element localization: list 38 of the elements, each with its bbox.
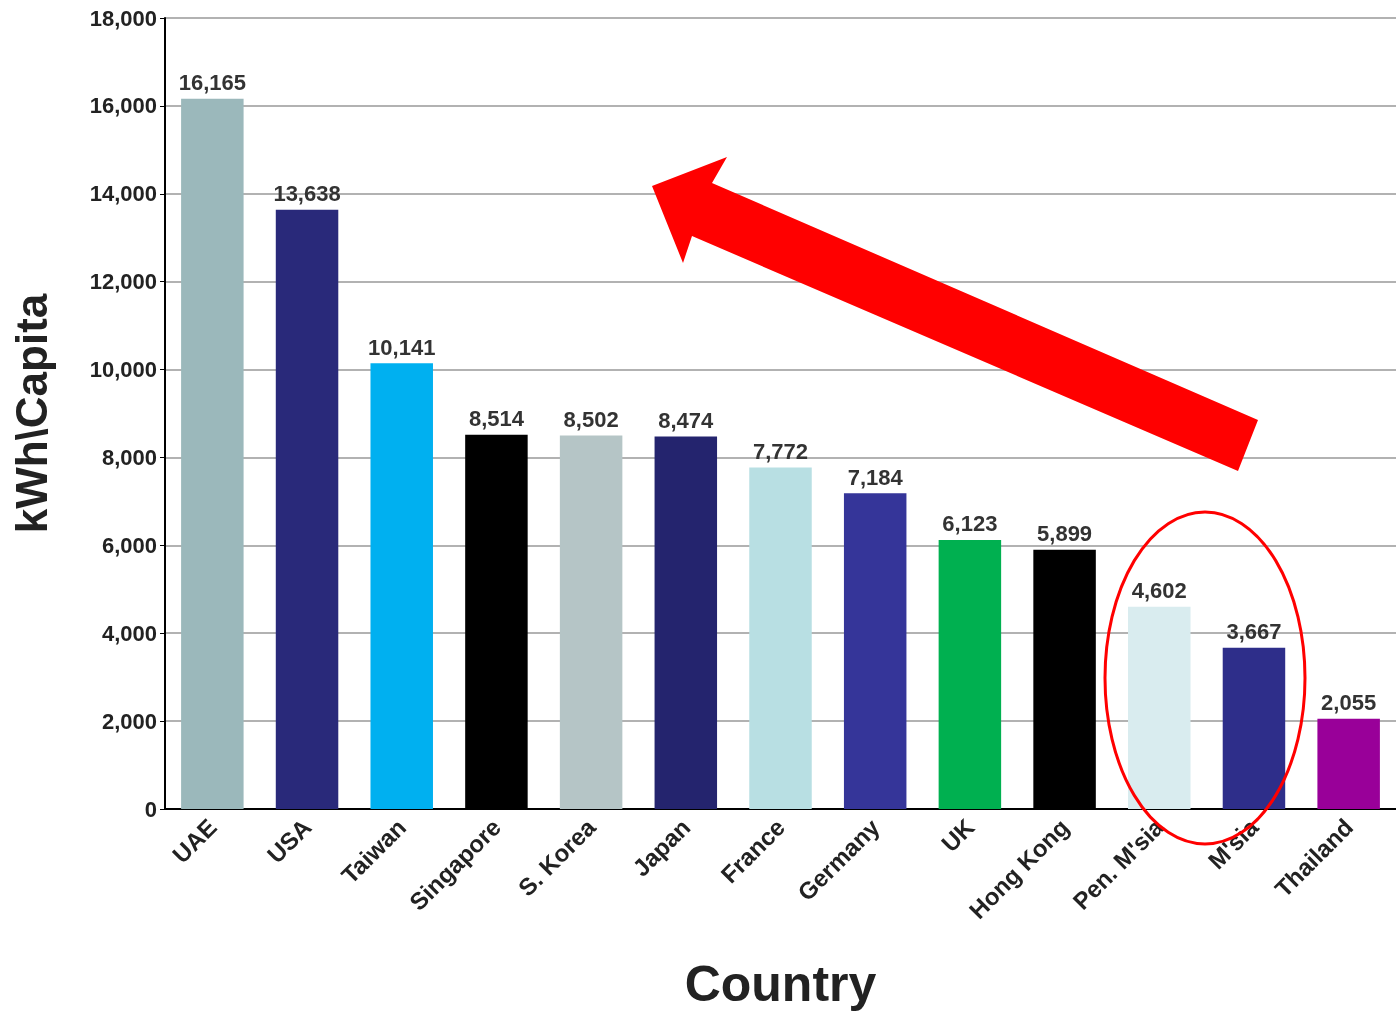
y-tick-label: 8,000 <box>101 444 157 470</box>
bar <box>1317 718 1380 809</box>
y-tick-label: 0 <box>144 796 157 822</box>
y-tick-label: 10,000 <box>89 357 157 383</box>
bar <box>1222 647 1286 809</box>
x-tick-label: UK <box>935 812 980 858</box>
data-label: 8,502 <box>563 406 619 432</box>
x-tick-label: USA <box>261 813 317 869</box>
y-tick-label: 6,000 <box>101 532 157 558</box>
data-label: 16,165 <box>178 70 246 96</box>
data-label: 8,474 <box>658 408 715 434</box>
y-tick-label: 12,000 <box>89 269 157 295</box>
data-label: 13,638 <box>273 181 341 207</box>
bar <box>559 435 623 809</box>
x-axis-title: Country <box>684 956 877 1012</box>
y-tick-label: 18,000 <box>89 5 157 31</box>
data-label: 8,514 <box>468 406 525 432</box>
data-label: 10,141 <box>368 334 436 360</box>
y-tick-label: 4,000 <box>101 620 157 646</box>
data-label: 5,899 <box>1037 521 1093 547</box>
data-label: 4,602 <box>1131 578 1187 604</box>
bar <box>181 98 244 809</box>
data-label: 3,667 <box>1226 619 1282 645</box>
data-label: 7,184 <box>847 464 904 490</box>
data-label: 6,123 <box>942 511 998 537</box>
bar <box>749 467 812 809</box>
bar <box>938 539 1002 809</box>
bar <box>275 209 339 809</box>
data-label: 2,055 <box>1321 690 1377 716</box>
y-tick-label: 16,000 <box>89 93 157 119</box>
y-axis-title: kWh\Capita <box>6 293 56 534</box>
bar <box>843 493 907 809</box>
bar <box>370 363 433 809</box>
data-label: 7,772 <box>752 438 809 464</box>
bar <box>1128 606 1191 809</box>
y-tick-label: 14,000 <box>89 181 157 207</box>
y-tick-label: 2,000 <box>101 708 157 734</box>
bar <box>654 436 718 809</box>
